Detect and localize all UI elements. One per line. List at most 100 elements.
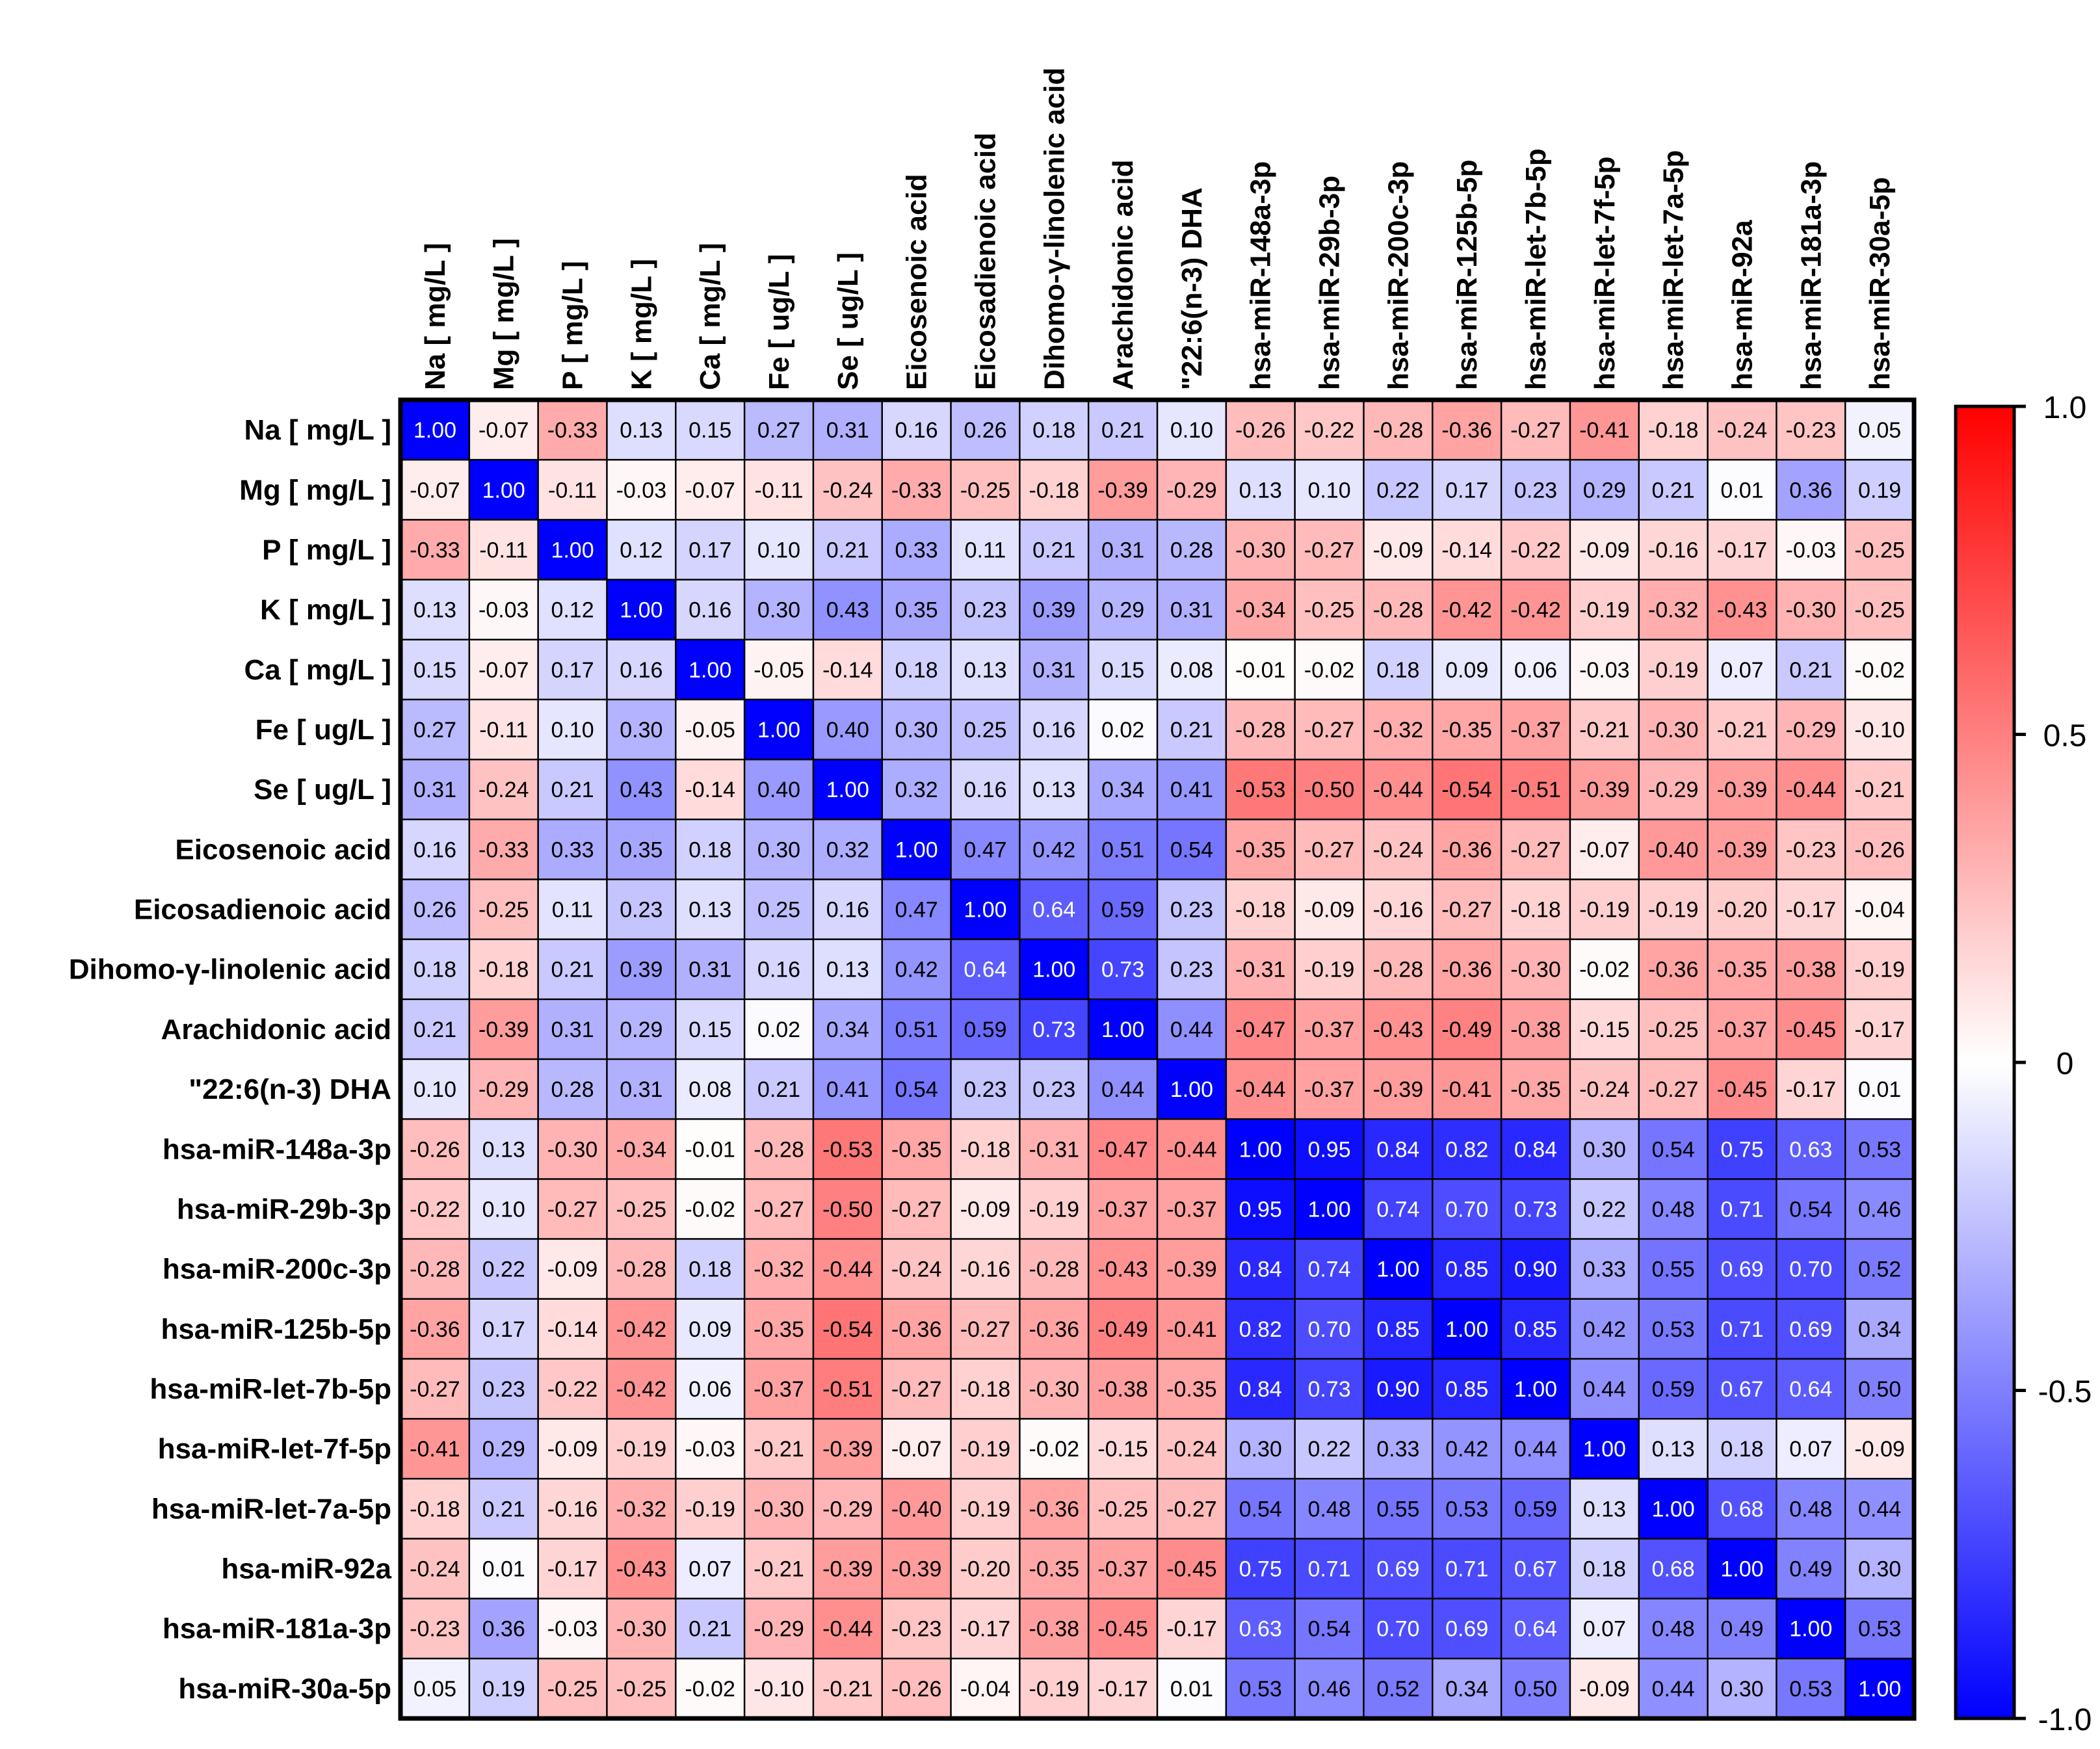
column-label: hsa-miR-30a-5p <box>1864 177 1896 390</box>
heatmap-cell <box>813 1538 882 1599</box>
heatmap-cell <box>1432 1419 1502 1479</box>
row-label: hsa-miR-let-7f-5p <box>158 1433 391 1465</box>
heatmap-cell <box>1501 400 1570 460</box>
heatmap-cell <box>813 939 882 999</box>
heatmap-cell <box>1432 1119 1502 1179</box>
heatmap-cell <box>1226 819 1295 880</box>
heatmap-cell <box>538 579 607 640</box>
cell-value-label: 0.44 <box>1858 1497 1901 1521</box>
cell-value-label: -0.34 <box>616 1137 667 1162</box>
cell-value-label: 0.44 <box>1101 1077 1144 1102</box>
cell-value-label: 0.53 <box>1789 1677 1832 1702</box>
cell-value-label: -0.02 <box>1304 658 1355 683</box>
cell-value-label: 1.00 <box>1307 1197 1350 1222</box>
cell-value-label: -0.54 <box>822 1317 873 1342</box>
heatmap-cell <box>1432 519 1502 580</box>
cell-value-label: 0.23 <box>620 898 663 923</box>
cell-value-label: 0.73 <box>1514 1197 1557 1222</box>
heatmap-cell <box>538 639 607 700</box>
column-label: Mg [ mg/L ] <box>488 238 520 390</box>
heatmap-cell <box>1569 579 1639 640</box>
cell-value-label: 0.17 <box>482 1317 525 1342</box>
heatmap-cell <box>1088 1179 1157 1239</box>
heatmap-cell <box>400 1479 469 1539</box>
heatmap-cell <box>1845 1598 1914 1659</box>
cell-value-label: -0.22 <box>1304 418 1355 443</box>
cell-value-label: 0.07 <box>1720 658 1763 683</box>
cell-value-label: 0.29 <box>482 1437 525 1462</box>
cell-value-label: -0.27 <box>1648 1077 1699 1102</box>
cell-value-label: 0.21 <box>413 1018 456 1042</box>
heatmap-cell <box>400 699 469 760</box>
column-label: hsa-miR-181a-3p <box>1795 161 1827 390</box>
cell-value-label: 0.15 <box>413 658 456 683</box>
cell-value-label: -0.51 <box>822 1377 873 1402</box>
cell-value-label: -0.49 <box>1097 1317 1148 1342</box>
heatmap-cell <box>744 1179 813 1239</box>
heatmap-cell <box>882 639 951 700</box>
heatmap-cell <box>607 1119 676 1179</box>
cell-value-label: -0.24 <box>1579 1077 1630 1102</box>
heatmap-cell <box>1569 879 1639 940</box>
heatmap-cell <box>469 460 538 520</box>
heatmap-cell <box>1088 1538 1157 1599</box>
heatmap-cell <box>813 1059 882 1120</box>
cell-value-label: -0.22 <box>1510 538 1561 562</box>
heatmap-cell <box>1776 1119 1846 1179</box>
cell-value-label: -0.54 <box>1441 778 1492 802</box>
cell-value-label: -0.47 <box>1235 1018 1286 1042</box>
heatmap-cell <box>400 460 469 520</box>
heatmap-cell <box>1019 1239 1089 1299</box>
heatmap-cell <box>538 1179 607 1239</box>
heatmap-cell <box>1019 1119 1089 1179</box>
heatmap-cell <box>744 1538 813 1599</box>
heatmap-cell <box>1776 400 1846 460</box>
cell-value-label: -0.39 <box>822 1557 873 1582</box>
heatmap-cell <box>400 519 469 580</box>
colorbar-tick-label: 0 <box>2056 1047 2074 1081</box>
cell-value-label: 0.25 <box>964 718 1006 743</box>
cell-value-label: -0.42 <box>616 1317 667 1342</box>
cell-value-label: -0.39 <box>1579 778 1630 802</box>
cell-value-label: 0.34 <box>1445 1677 1488 1702</box>
heatmap-cell <box>951 1358 1020 1419</box>
column-label: Se [ ug/L ] <box>832 252 864 390</box>
cell-value-label: 1.00 <box>1583 1437 1626 1462</box>
cell-value-label: 0.71 <box>1445 1557 1488 1582</box>
cell-value-label: 0.82 <box>1239 1317 1282 1342</box>
cell-value-label: 0.29 <box>1583 478 1626 503</box>
cell-value-label: 0.08 <box>689 1077 731 1102</box>
cell-value-label: -0.28 <box>1029 1257 1080 1282</box>
cell-value-label: 0.21 <box>826 538 869 562</box>
heatmap-cell <box>469 1298 538 1359</box>
heatmap-cell <box>744 879 813 940</box>
cell-value-label: -0.18 <box>479 958 529 982</box>
heatmap-cell <box>1638 1298 1708 1359</box>
column-label: hsa-miR-200c-3p <box>1382 161 1414 390</box>
heatmap-cell <box>607 999 676 1059</box>
cell-value-label: 0.31 <box>620 1077 663 1102</box>
cell-value-label: -0.27 <box>1510 837 1561 862</box>
colorbar-tick-label: -1.0 <box>2038 1703 2092 1737</box>
cell-value-label: -0.44 <box>822 1257 873 1282</box>
heatmap-cell <box>1432 1059 1502 1120</box>
heatmap-cell <box>882 1298 951 1359</box>
heatmap-cell <box>744 1419 813 1479</box>
cell-value-label: 0.74 <box>1307 1257 1350 1282</box>
cell-value-label: 0.67 <box>1720 1377 1763 1402</box>
cell-value-label: 0.69 <box>1445 1617 1488 1642</box>
heatmap-cell <box>607 400 676 460</box>
heatmap-cell <box>400 1358 469 1419</box>
cell-value-label: 0.46 <box>1858 1197 1901 1222</box>
heatmap-cell <box>1363 1298 1433 1359</box>
heatmap-cell <box>1157 939 1226 999</box>
cell-value-label: 0.31 <box>689 958 731 982</box>
heatmap-cell <box>607 1538 676 1599</box>
heatmap-cell <box>951 1419 1020 1479</box>
heatmap-cell <box>1019 519 1089 580</box>
cell-value-label: 0.59 <box>1652 1377 1695 1402</box>
cell-value-label: 0.18 <box>689 1257 731 1282</box>
heatmap-cell <box>607 460 676 520</box>
cell-value-label: -0.10 <box>754 1677 804 1702</box>
cell-value-label: 0.13 <box>826 958 869 982</box>
